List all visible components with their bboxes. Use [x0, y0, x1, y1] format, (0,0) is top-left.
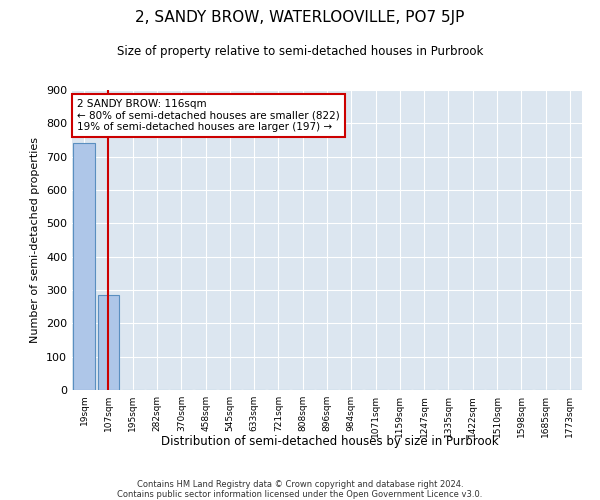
Text: 2 SANDY BROW: 116sqm
← 80% of semi-detached houses are smaller (822)
19% of semi: 2 SANDY BROW: 116sqm ← 80% of semi-detac… — [77, 99, 340, 132]
Bar — [73, 144, 95, 390]
Bar — [97, 295, 119, 390]
Text: Size of property relative to semi-detached houses in Purbrook: Size of property relative to semi-detach… — [117, 45, 483, 58]
Y-axis label: Number of semi-detached properties: Number of semi-detached properties — [31, 137, 40, 343]
Text: Distribution of semi-detached houses by size in Purbrook: Distribution of semi-detached houses by … — [161, 435, 499, 448]
Text: 2, SANDY BROW, WATERLOOVILLE, PO7 5JP: 2, SANDY BROW, WATERLOOVILLE, PO7 5JP — [136, 10, 464, 25]
Text: Contains HM Land Registry data © Crown copyright and database right 2024.
Contai: Contains HM Land Registry data © Crown c… — [118, 480, 482, 500]
